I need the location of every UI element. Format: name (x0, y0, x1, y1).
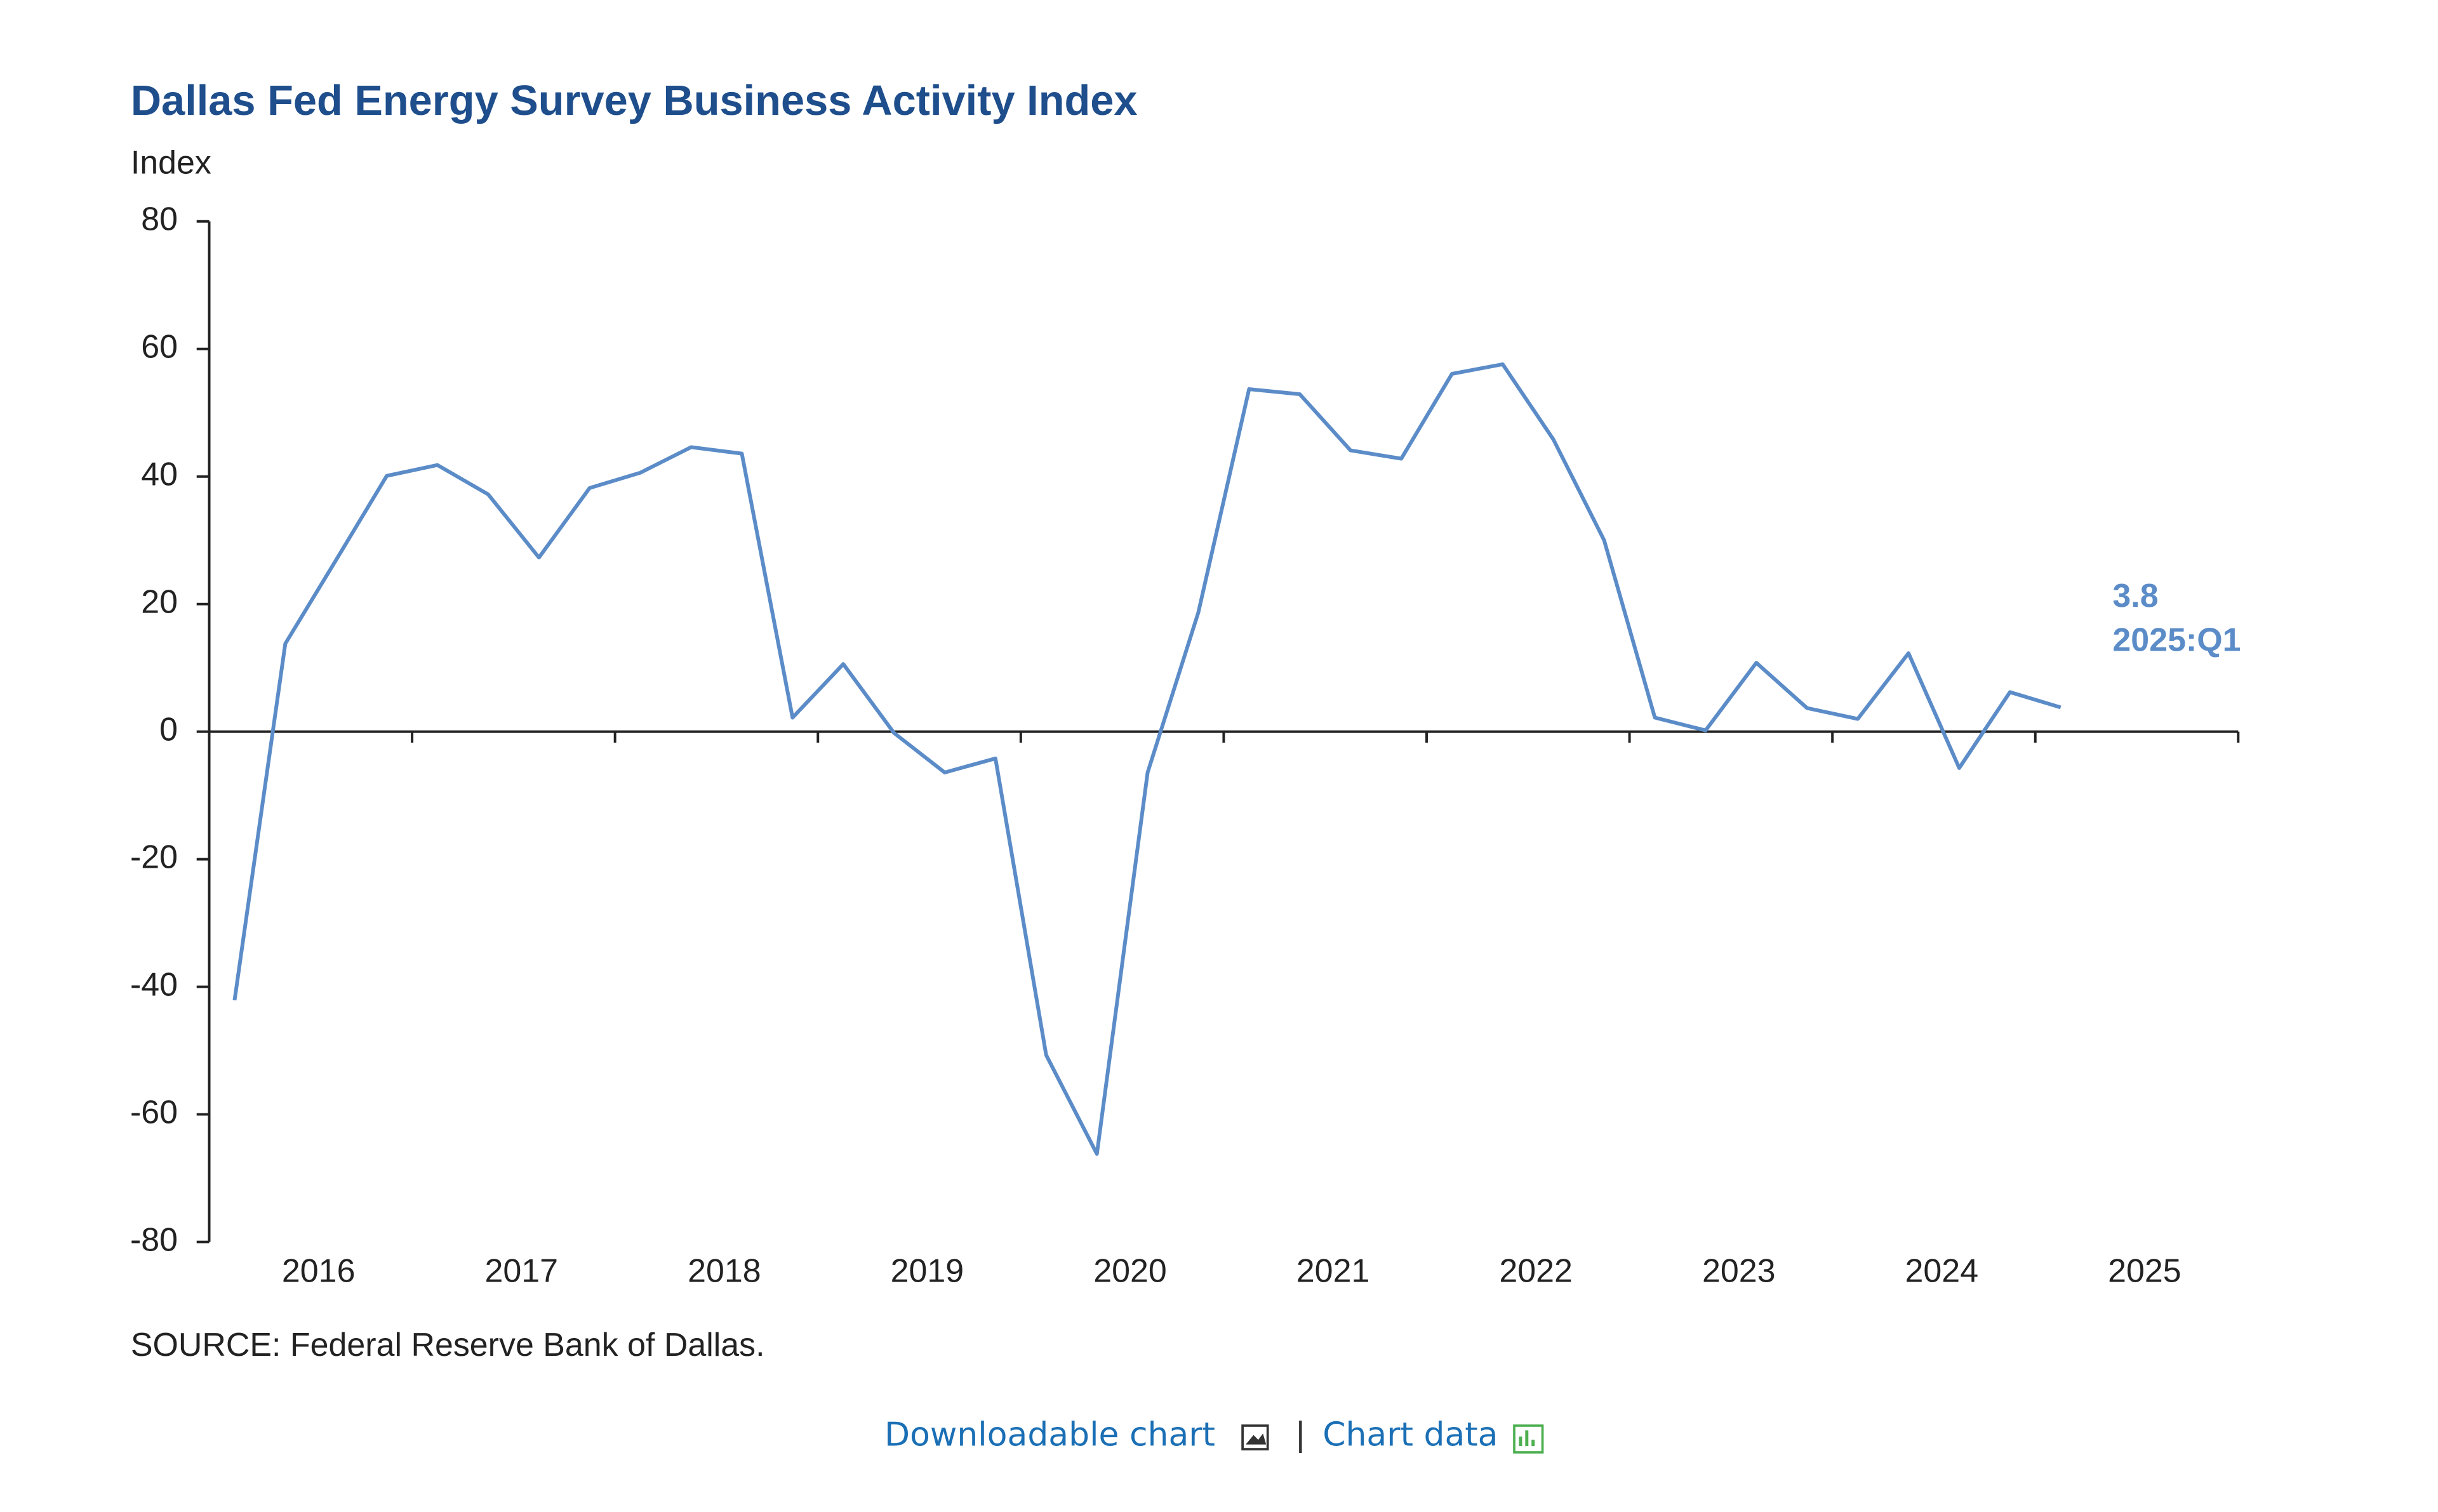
chart-data-link[interactable]: Chart data (1322, 1416, 1498, 1454)
y-tick-label: -60 (130, 1094, 178, 1131)
link-separator: | (1296, 1415, 1305, 1454)
x-tick-label: 2022 (1499, 1253, 1573, 1290)
x-tick-label: 2017 (484, 1253, 558, 1290)
end-annotation: 2025:Q1 (2112, 621, 2241, 658)
source-note: SOURCE: Federal Reserve Bank of Dallas. (131, 1327, 765, 1363)
end-annotation: 3.8 (2112, 578, 2158, 614)
x-tick-label: 2024 (1905, 1253, 1979, 1290)
y-tick-label: -40 (130, 966, 178, 1003)
x-tick-label: 2020 (1093, 1253, 1167, 1290)
data-line (232, 362, 2062, 1156)
y-tick-label: 80 (141, 201, 178, 237)
y-tick-label: -80 (130, 1221, 178, 1258)
y-axis-label: Index (131, 144, 211, 181)
chart-icon (1513, 1424, 1544, 1454)
y-tick-label: 0 (159, 711, 178, 748)
x-tick-label: 2025 (2108, 1253, 2182, 1290)
y-tick-label: 40 (141, 456, 178, 493)
y-tick-label: 60 (141, 328, 178, 365)
x-tick-label: 2016 (282, 1253, 356, 1290)
x-tick-label: 2023 (1702, 1253, 1776, 1290)
x-tick-label: 2019 (891, 1253, 964, 1290)
download-link[interactable]: Downloadable chart (884, 1416, 1215, 1454)
chart-title: Dallas Fed Energy Survey Business Activi… (131, 77, 1138, 124)
y-tick-label: 20 (141, 583, 178, 620)
x-tick-label: 2018 (688, 1253, 761, 1290)
x-tick-label: 2021 (1296, 1253, 1370, 1290)
image-icon (1241, 1424, 1269, 1450)
y-tick-label: -20 (130, 839, 178, 875)
